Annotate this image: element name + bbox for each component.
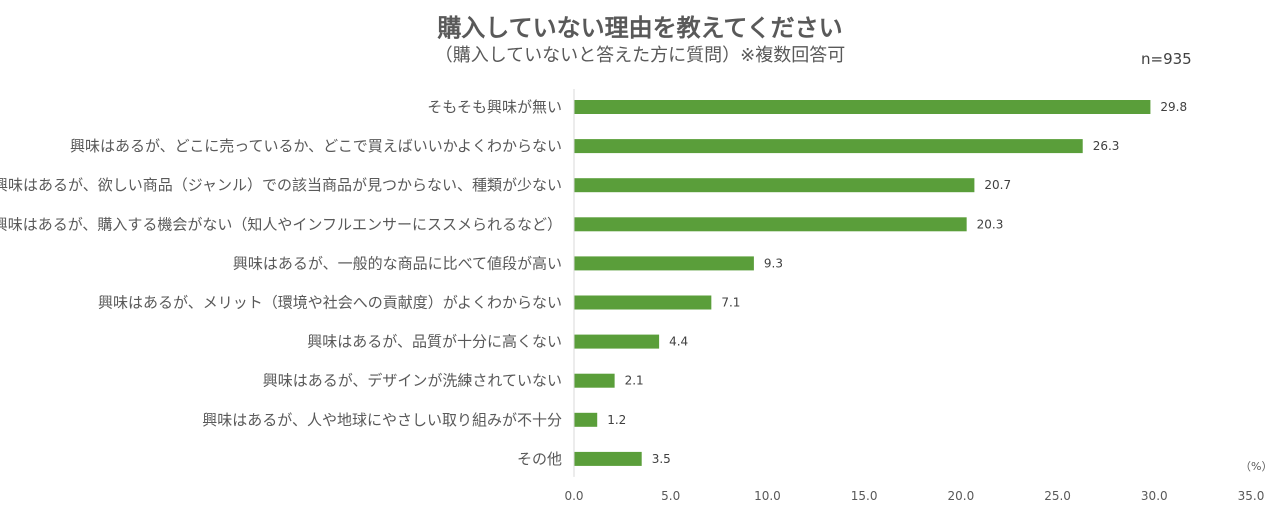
bar	[574, 178, 975, 193]
category-label: その他	[517, 450, 562, 468]
value-label: 1.2	[607, 413, 626, 427]
x-tick-label: 15.0	[851, 489, 878, 503]
chart-title: 購入していない理由を教えてください	[437, 14, 843, 42]
bar	[574, 217, 967, 232]
value-label: 29.8	[1160, 100, 1187, 114]
category-label: 興味はあるが、どこに売っているか、どこで買えばいいかよくわからない	[70, 137, 562, 155]
category-labels: そもそも興味が無い興味はあるが、どこに売っているか、どこで買えばいいかよくわから…	[0, 98, 562, 468]
bars-layer	[574, 100, 1151, 466]
category-label: 興味はあるが、欲しい商品（ジャンル）での該当商品が見つからない、種類が少ない	[0, 176, 562, 194]
value-label: 9.3	[764, 256, 783, 270]
bar	[574, 412, 598, 427]
category-label: 興味はあるが、メリット（環境や社会への貢献度）がよくわからない	[98, 294, 562, 312]
bar	[574, 373, 615, 388]
category-label: そもそも興味が無い	[427, 98, 562, 116]
value-label: 26.3	[1093, 139, 1120, 153]
chart-subtitle: （購入していないと答えた方に質問）※複数回答可	[434, 45, 846, 66]
x-tick-label: 30.0	[1141, 489, 1168, 503]
bar	[574, 139, 1083, 154]
x-tick-label: 10.0	[754, 489, 781, 503]
value-label: 20.7	[984, 178, 1011, 192]
category-label: 興味はあるが、品質が十分に高くない	[307, 333, 562, 351]
x-tick-label: 0.0	[564, 489, 583, 503]
value-labels: 29.8 26.3 20.7 20.3 9.3 7.1 4.4 2.1 1.2 3.5	[607, 100, 1187, 466]
x-tick-label: 5.0	[661, 489, 680, 503]
value-label: 4.4	[669, 335, 688, 349]
bar	[574, 334, 660, 349]
sample-size-label: n=935	[1141, 50, 1192, 68]
bar	[574, 100, 1151, 114]
category-label: 興味はあるが、一般的な商品に比べて値段が高い	[233, 254, 562, 272]
x-tick-label: 25.0	[1044, 489, 1071, 503]
x-axis: 0.0 5.0 10.0 15.0 20.0 25.0 30.0 35.0	[564, 89, 1264, 503]
value-label: 3.5	[652, 452, 671, 466]
bar	[574, 295, 712, 310]
category-label: 興味はあるが、人や地球にやさしい取り組みが不十分	[202, 411, 562, 429]
bar	[574, 451, 642, 466]
value-label: 20.3	[977, 217, 1004, 231]
unit-label: （%）	[1240, 460, 1273, 473]
value-label: 7.1	[721, 296, 740, 310]
bar	[574, 256, 754, 271]
category-label: 興味はあるが、購入する機会がない（知人やインフルエンサーにススメられるなど）	[0, 215, 562, 233]
x-tick-label: 35.0	[1238, 489, 1265, 503]
category-label: 興味はあるが、デザインが洗練されていない	[263, 372, 562, 390]
x-tick-label: 20.0	[947, 489, 974, 503]
value-label: 2.1	[625, 374, 644, 388]
